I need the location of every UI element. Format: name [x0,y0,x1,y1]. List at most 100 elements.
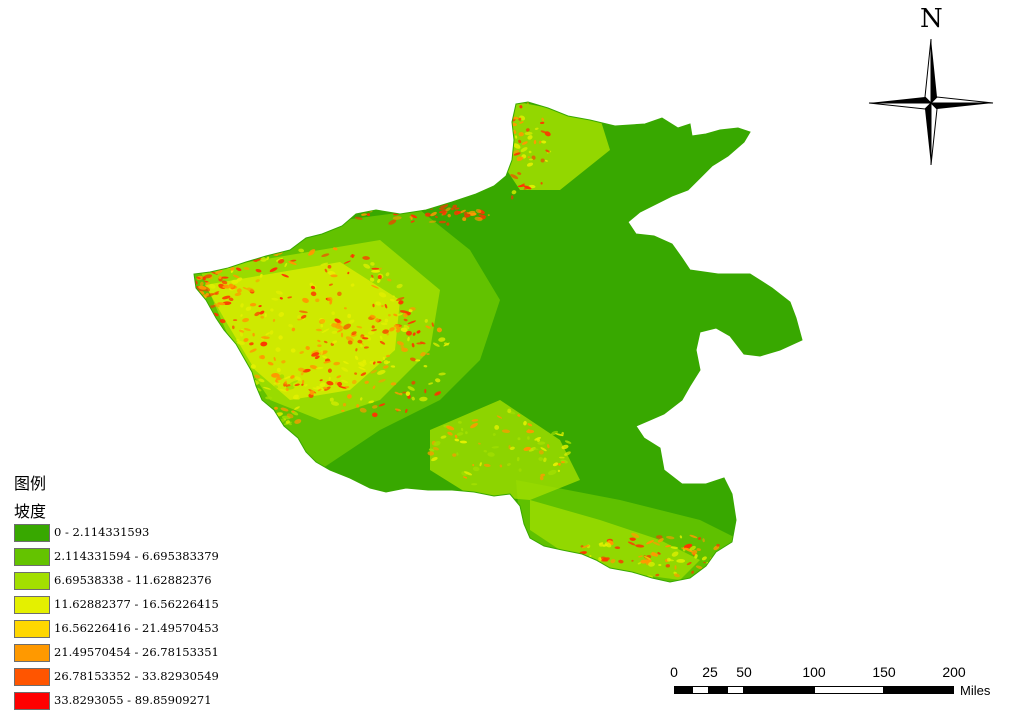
steep-slope-patch [377,369,386,375]
steep-slope-patch [534,127,539,130]
steep-slope-patch [254,424,262,428]
steep-slope-patch [320,323,324,328]
steep-slope-patch [689,534,698,539]
steep-slope-patch [341,379,348,384]
steep-slope-patch [267,361,274,366]
steep-slope-patch [337,291,342,297]
steep-slope-patch [314,355,320,360]
steep-slope-patch [517,414,521,417]
steep-slope-patch [492,433,496,436]
steep-slope-patch [716,543,720,547]
steep-slope-patch [507,144,514,148]
steep-slope-patch [309,249,316,254]
steep-slope-patch [420,341,426,345]
steep-slope-patch [233,319,238,321]
steep-slope-patch [184,281,189,285]
legend-swatch [14,572,50,590]
steep-slope-patch [667,557,671,562]
steep-slope-patch [550,430,559,436]
steep-slope-patch [431,322,434,327]
steep-slope-patch [519,121,524,124]
steep-slope-patch [392,295,395,298]
steep-slope-patch [409,357,417,362]
legend-label: 0 - 2.114331593 [54,525,150,539]
steep-slope-patch [247,389,253,395]
steep-slope-patch [487,214,490,217]
steep-slope-patch [277,258,285,264]
steep-slope-patch [412,332,416,336]
steep-slope-patch [540,121,545,125]
steep-slope-patch [403,318,408,322]
steep-slope-patch [340,332,344,338]
steep-slope-patch [323,360,332,364]
steep-slope-patch [345,336,354,342]
steep-slope-patch [311,350,319,355]
steep-slope-patch [207,340,214,345]
steep-slope-patch [540,158,545,163]
steep-slope-patch [209,283,216,289]
steep-slope-patch [410,217,413,220]
steep-slope-patch [290,375,295,379]
steep-slope-patch [240,303,244,308]
steep-slope-patch [261,336,270,340]
steep-slope-patch [456,452,459,456]
steep-slope-patch [651,552,658,557]
steep-slope-patch [526,162,534,167]
steep-slope-patch [410,214,418,219]
steep-slope-patch [557,469,561,473]
steep-slope-patch [240,381,246,386]
steep-slope-patch [320,350,324,355]
steep-slope-patch [665,564,670,568]
steep-slope-patch [520,147,528,153]
steep-slope-patch [537,441,546,445]
steep-slope-patch [354,216,363,220]
steep-slope-patch [492,158,499,161]
scale-tick-label: 100 [802,664,826,680]
steep-slope-patch [249,392,257,396]
steep-slope-patch [655,573,660,577]
steep-slope-patch [527,135,533,140]
steep-slope-patch [290,348,296,353]
steep-slope-patch [399,310,409,314]
steep-slope-patch [337,328,343,333]
steep-slope-patch [240,314,243,317]
steep-slope-patch [274,385,279,389]
steep-slope-patch [343,260,351,264]
steep-slope-patch [364,380,369,384]
steep-slope-patch [665,535,675,540]
steep-slope-patch [227,394,235,399]
steep-slope-patch [378,403,386,407]
steep-slope-patch [702,538,705,543]
steep-slope-patch [497,115,507,121]
steep-slope-patch [368,400,375,404]
steep-slope-patch [518,468,522,472]
steep-slope-patch [559,456,565,459]
steep-slope-patch [401,208,410,213]
steep-slope-patch [527,436,530,440]
steep-slope-patch [538,140,542,144]
steep-slope-patch [483,449,488,453]
steep-slope-patch [288,261,297,265]
steep-slope-patch [541,117,545,122]
steep-slope-patch [644,556,651,560]
steep-slope-patch [347,340,353,345]
steep-slope-patch [518,117,522,121]
steep-slope-patch [452,204,457,209]
steep-slope-patch [493,171,502,176]
steep-slope-patch [523,185,532,190]
steep-slope-patch [260,315,264,319]
steep-slope-patch [347,271,350,275]
steep-slope-patch [378,292,387,298]
steep-slope-patch [254,374,261,379]
steep-slope-patch [463,471,473,476]
steep-slope-patch [384,318,389,323]
steep-slope-patch [561,461,565,464]
steep-slope-patch [329,299,333,305]
steep-slope-patch [637,562,642,565]
steep-slope-patch [357,339,363,344]
steep-slope-patch [275,347,281,352]
steep-slope-patch [226,354,230,358]
steep-slope-patch [229,393,234,397]
steep-slope-patch [683,543,693,549]
legend-swatch [14,644,50,662]
